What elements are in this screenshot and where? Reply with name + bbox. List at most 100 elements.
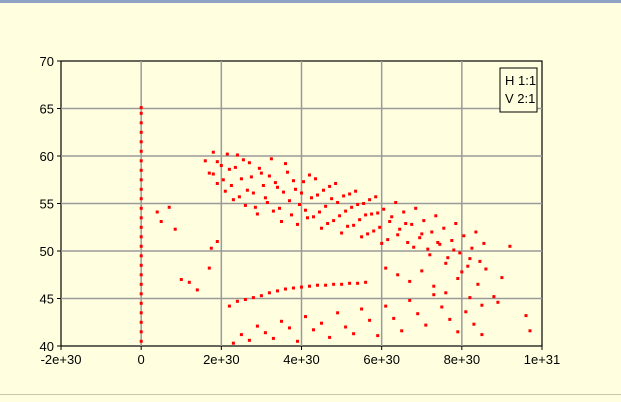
scatter-point [420, 269, 424, 273]
scatter-point [364, 213, 368, 217]
scatter-point [406, 241, 410, 244]
scatter-point [284, 162, 287, 166]
scatter-point [276, 289, 279, 293]
scatter-point [456, 330, 460, 334]
scatter-point [364, 280, 368, 284]
scatter-point [462, 234, 466, 238]
scatter-point [282, 190, 285, 194]
scatter-point [378, 225, 382, 229]
scatter-point [468, 257, 472, 261]
scatter-point [380, 241, 384, 245]
scatter-point [267, 291, 271, 295]
scatter-point [215, 182, 219, 185]
scatter-point [328, 335, 332, 339]
scatter-point [326, 222, 330, 225]
scatter-point [249, 175, 253, 179]
scatter-point [360, 235, 364, 239]
scatter-point [352, 332, 356, 336]
scatter-point [368, 318, 372, 322]
scatter-point [444, 291, 448, 295]
scatter-point [392, 316, 396, 320]
grid-lines [61, 61, 542, 346]
scatter-point [460, 270, 464, 274]
scatter-point [336, 201, 340, 204]
scatter-point [288, 199, 291, 203]
scatter-point [332, 282, 336, 286]
scatter-point [155, 210, 159, 214]
scatter-point [139, 130, 143, 134]
scatter-point [356, 203, 360, 206]
scatter-point [330, 197, 334, 201]
x-tick-label: -2e+30 [41, 352, 82, 367]
scatter-point [211, 172, 215, 176]
scatter-point [139, 225, 143, 229]
scatter-point [139, 235, 143, 239]
scatter-point [408, 279, 412, 283]
scatter-point [470, 246, 474, 250]
scatter-point [318, 210, 321, 214]
scatter-point [478, 259, 482, 263]
scatter-point [239, 333, 243, 337]
scatter-point [173, 227, 177, 231]
scatter-point [209, 246, 213, 250]
scatter-point [372, 229, 376, 233]
scatter-point [241, 158, 245, 162]
scatter-point [247, 338, 251, 342]
scatter-point [139, 121, 143, 125]
scatter-point [265, 201, 269, 204]
scatter-point [396, 273, 400, 277]
legend-line-h: H 1:1 [505, 73, 536, 88]
scatter-point [139, 159, 143, 163]
scatter-point [360, 307, 364, 311]
scatter-point [308, 173, 311, 177]
scatter-point [139, 282, 143, 286]
scatter-point [432, 284, 436, 288]
scatter-point [352, 223, 356, 227]
scatter-point [139, 339, 143, 343]
scatter-point [472, 322, 476, 326]
scatter-point [227, 167, 231, 171]
scatter-point [368, 198, 372, 202]
scatter-point [332, 219, 336, 223]
scatter-point [139, 178, 143, 182]
x-tick-label: 1e+31 [524, 352, 561, 367]
scatter-point [167, 205, 171, 209]
legend-line-v: V 2:1 [505, 91, 535, 106]
scatter-point [235, 153, 239, 157]
scatter-point [139, 263, 143, 267]
scatter-point [251, 191, 255, 195]
scatter-point [400, 329, 404, 333]
scatter-point [444, 261, 448, 265]
scatter-point [239, 177, 243, 181]
scatter-point [231, 341, 235, 345]
scatter-point [402, 210, 406, 214]
x-tick-label: 6e+30 [363, 352, 400, 367]
data-points [139, 106, 532, 345]
scatter-point [139, 330, 143, 334]
scatter-point [346, 224, 350, 228]
scatter-point [257, 166, 261, 170]
scatter-point [388, 220, 392, 223]
scatter-point [233, 165, 237, 169]
scatter-point [466, 264, 470, 268]
scatter-point [304, 208, 307, 212]
scatter-point [436, 241, 440, 244]
scatter-point [334, 182, 338, 185]
scatter-point [308, 284, 311, 288]
scatter-point [468, 296, 472, 300]
scatter-point [482, 241, 486, 245]
scatter-point [376, 334, 380, 338]
scatter-point [139, 187, 143, 191]
scatter-point [139, 301, 143, 305]
scatter-point [215, 160, 219, 164]
y-tick-label: 65 [40, 102, 54, 117]
scatter-point [271, 336, 275, 340]
scatter-point [139, 206, 143, 210]
scatter-point [440, 305, 444, 309]
scatter-point [432, 293, 436, 297]
scatter-point [394, 201, 398, 204]
scatter-point [344, 325, 348, 329]
scatter-point [454, 222, 458, 225]
y-tick-label: 55 [40, 197, 54, 212]
scatter-point [350, 205, 354, 209]
